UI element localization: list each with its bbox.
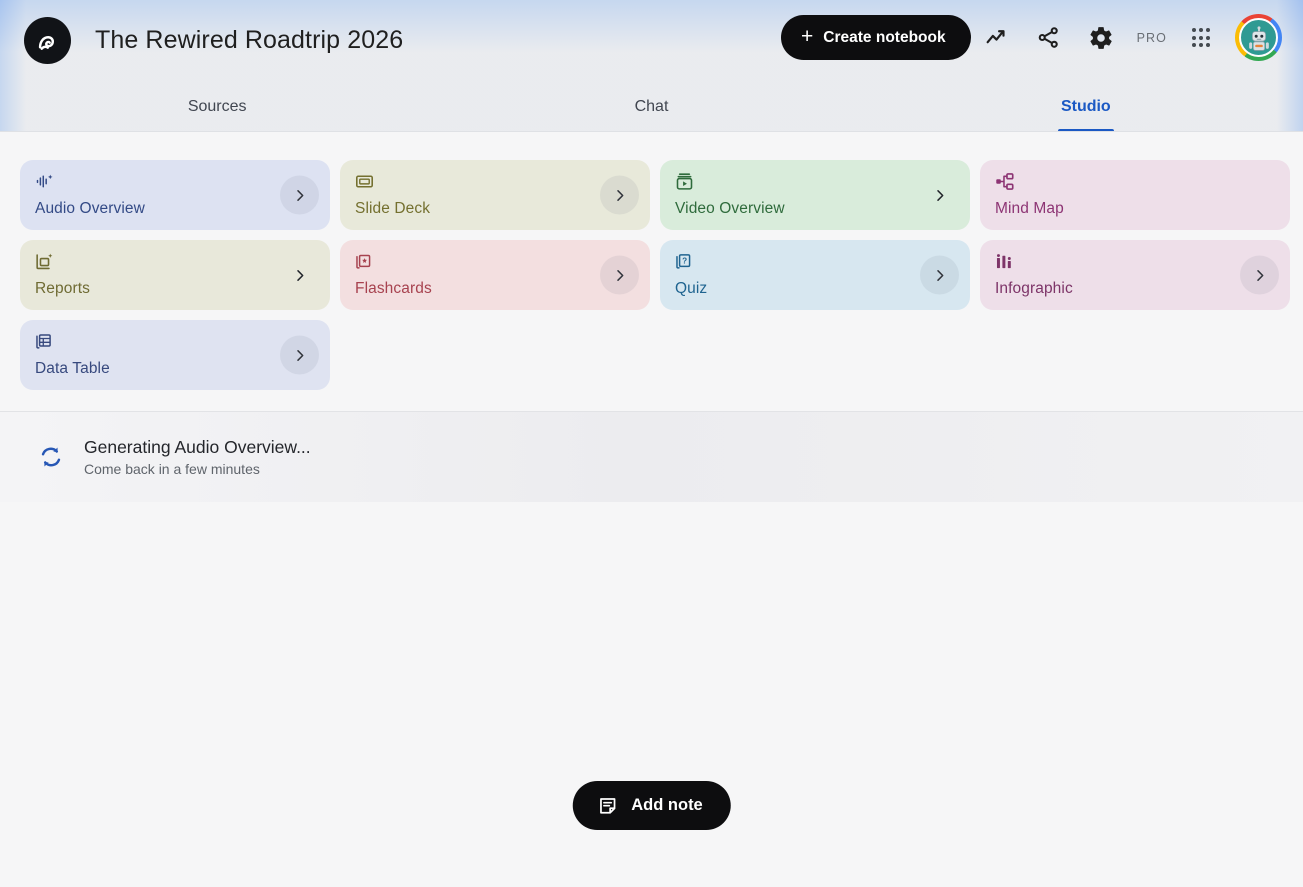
- generating-text: Generating Audio Overview... Come back i…: [84, 437, 311, 478]
- sync-refresh-icon: [34, 443, 68, 471]
- studio-card-label: Video Overview: [675, 200, 785, 217]
- account-tree-icon: [994, 171, 1277, 193]
- studio-card-label: Slide Deck: [355, 200, 431, 217]
- studio-card-label: Audio Overview: [35, 200, 145, 217]
- quiz-question-icon: ?: [674, 251, 957, 273]
- svg-text:?: ?: [682, 257, 687, 266]
- studio-card-reports[interactable]: Reports: [20, 240, 330, 310]
- studio-card-slide-deck[interactable]: Slide Deck: [340, 160, 650, 230]
- header-actions: + Create notebook: [781, 14, 1282, 61]
- data-table-icon: [34, 331, 317, 353]
- tab-chat[interactable]: Chat: [434, 82, 868, 132]
- notebooklm-logo-icon[interactable]: [24, 17, 71, 64]
- chevron-right-icon[interactable]: [600, 255, 639, 295]
- studio-panel: Audio Overview Slide Deck: [0, 132, 1303, 887]
- graphic-eq-sparkle-icon: [34, 171, 317, 193]
- generating-status-row[interactable]: Generating Audio Overview... Come back i…: [0, 412, 1303, 502]
- studio-divider: [0, 411, 1303, 412]
- create-notebook-label: Create notebook: [823, 28, 946, 46]
- gear-icon[interactable]: [1075, 15, 1127, 61]
- share-icon[interactable]: [1023, 15, 1075, 61]
- create-notebook-button[interactable]: + Create notebook: [781, 15, 971, 60]
- studio-card-label: Flashcards: [355, 280, 432, 297]
- video-play-box-icon: [674, 171, 957, 193]
- studio-card-video-overview[interactable]: Video Overview: [660, 160, 970, 230]
- generating-subtitle: Come back in a few minutes: [84, 461, 260, 478]
- note-icon: [596, 795, 618, 817]
- chevron-right-icon[interactable]: [920, 176, 959, 215]
- tab-sources[interactable]: Sources: [0, 82, 434, 132]
- chevron-right-icon[interactable]: [280, 175, 319, 215]
- flashcards-star-icon: [354, 251, 637, 273]
- studio-card-data-table[interactable]: Data Table: [20, 320, 330, 390]
- studio-card-label: Reports: [35, 280, 90, 297]
- studio-card-label: Data Table: [35, 360, 110, 377]
- slide-rectangle-icon: [354, 171, 637, 193]
- chevron-right-icon[interactable]: [600, 175, 639, 215]
- studio-card-label: Infographic: [995, 280, 1073, 297]
- tab-studio[interactable]: Studio: [869, 82, 1303, 132]
- studio-card-quiz[interactable]: ? Quiz: [660, 240, 970, 310]
- tab-studio-label: Studio: [1060, 98, 1111, 115]
- tabs-divider: [0, 131, 1303, 132]
- chevron-right-icon[interactable]: [920, 255, 959, 295]
- stack-sparkle-icon: [34, 251, 317, 273]
- studio-cards-grid: Audio Overview Slide Deck: [20, 160, 1290, 390]
- brand: The Rewired Roadtrip 2026: [24, 17, 403, 64]
- studio-card-label: Mind Map: [995, 200, 1064, 217]
- main-tabs: Sources Chat Studio: [0, 82, 1303, 132]
- page-title: The Rewired Roadtrip 2026: [95, 26, 404, 54]
- app-header: The Rewired Roadtrip 2026 + Create noteb…: [0, 0, 1303, 81]
- chevron-right-icon[interactable]: [280, 335, 319, 375]
- chevron-right-icon[interactable]: [1240, 255, 1279, 295]
- tab-sources-label: Sources: [187, 98, 247, 115]
- tab-chat-label: Chat: [634, 98, 669, 115]
- pro-badge: PRO: [1136, 30, 1167, 45]
- studio-card-infographic[interactable]: Infographic: [980, 240, 1290, 310]
- avatar-image: [1239, 18, 1278, 57]
- studio-card-label: Quiz: [675, 280, 708, 297]
- add-note-button[interactable]: Add note: [572, 781, 731, 830]
- chevron-right-icon[interactable]: [280, 256, 319, 295]
- trending-up-icon[interactable]: [971, 15, 1023, 61]
- apps-grid-icon[interactable]: [1175, 15, 1227, 61]
- studio-card-mind-map[interactable]: Mind Map: [980, 160, 1290, 230]
- bar-chart-icon: [994, 251, 1277, 273]
- chevron-right-icon[interactable]: [1240, 176, 1279, 215]
- studio-card-audio-overview[interactable]: Audio Overview: [20, 160, 330, 230]
- plus-icon: +: [801, 25, 814, 48]
- add-note-label: Add note: [631, 796, 703, 814]
- avatar[interactable]: [1235, 14, 1282, 61]
- studio-card-flashcards[interactable]: Flashcards: [340, 240, 650, 310]
- generating-title: Generating Audio Overview...: [84, 436, 311, 457]
